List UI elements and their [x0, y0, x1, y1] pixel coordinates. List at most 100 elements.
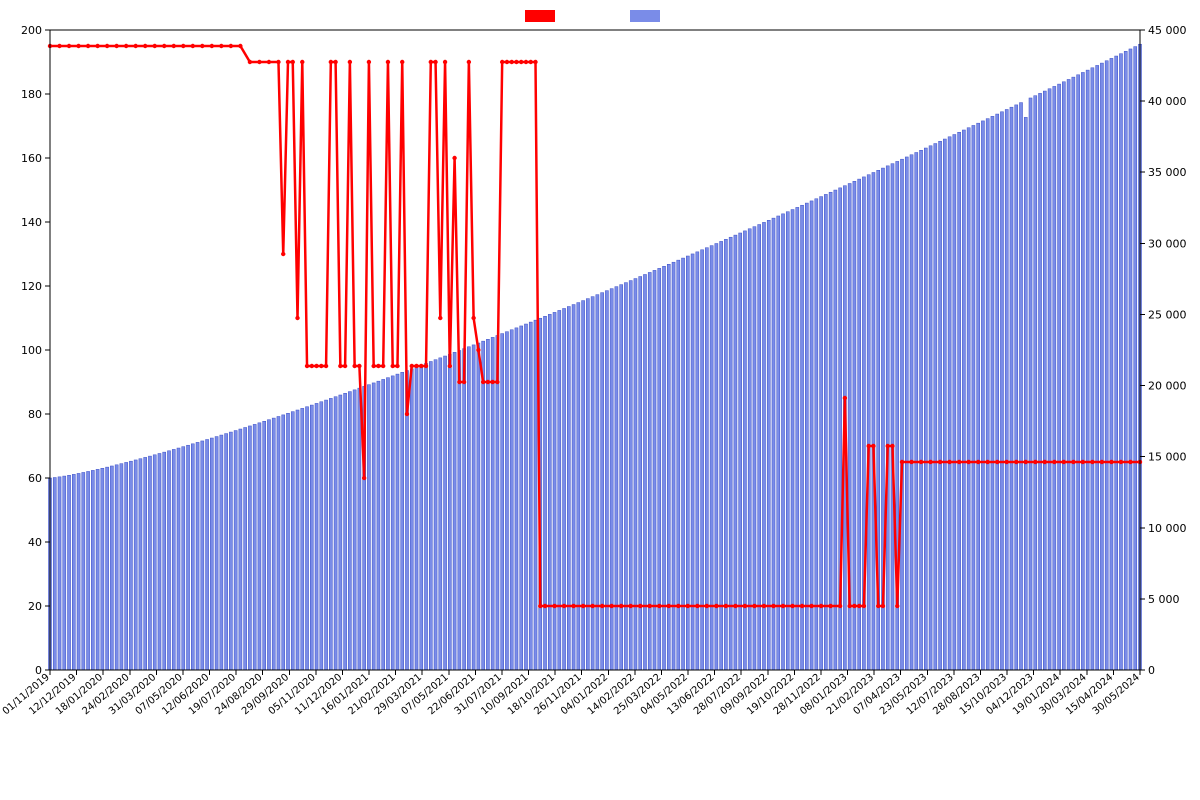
price-marker	[376, 364, 380, 368]
y-right-tick-label: 30 000	[1148, 237, 1187, 250]
price-marker	[510, 60, 514, 64]
price-marker	[505, 60, 509, 64]
price-marker	[995, 460, 999, 464]
bar	[853, 181, 856, 670]
bar	[672, 262, 675, 670]
bar	[967, 128, 970, 670]
y-right-tick-label: 35 000	[1148, 166, 1187, 179]
bar	[377, 381, 380, 670]
bar	[220, 435, 223, 670]
bar	[467, 347, 470, 670]
bar	[1091, 68, 1094, 670]
price-marker	[490, 380, 494, 384]
price-marker	[105, 44, 109, 48]
price-marker	[181, 44, 185, 48]
price-marker	[895, 604, 899, 608]
bar	[605, 291, 608, 670]
bar	[829, 192, 832, 670]
y-left-tick-label: 160	[21, 152, 42, 165]
price-marker	[433, 60, 437, 64]
bar	[596, 295, 599, 670]
bar	[762, 222, 765, 670]
price-marker	[1090, 460, 1094, 464]
bar	[448, 354, 451, 670]
y-right-tick-label: 20 000	[1148, 380, 1187, 393]
bar	[796, 207, 799, 670]
bar	[820, 197, 823, 670]
bar	[101, 468, 104, 670]
bar	[886, 166, 889, 670]
price-marker	[857, 604, 861, 608]
bar	[905, 157, 908, 670]
bar	[87, 471, 90, 670]
bar	[977, 123, 980, 670]
bar	[824, 194, 827, 670]
bar	[424, 363, 427, 670]
bar	[810, 201, 813, 670]
bar	[648, 272, 651, 670]
bar	[244, 427, 247, 670]
bar	[1105, 61, 1108, 670]
bar	[139, 459, 142, 670]
bar	[1019, 103, 1022, 670]
price-marker	[1109, 460, 1113, 464]
bar	[1010, 107, 1013, 670]
bar	[1005, 109, 1008, 670]
bar	[248, 426, 251, 670]
bar	[548, 314, 551, 670]
bar	[958, 132, 961, 670]
price-marker	[76, 44, 80, 48]
price-marker	[648, 604, 652, 608]
bar	[344, 393, 347, 670]
bar	[658, 268, 661, 670]
price-marker	[324, 364, 328, 368]
bar	[586, 299, 589, 670]
price-marker	[238, 44, 242, 48]
price-marker	[476, 348, 480, 352]
price-marker	[1014, 460, 1018, 464]
price-marker	[743, 604, 747, 608]
bar	[986, 119, 989, 670]
x-axis: 01/11/201912/12/201918/01/202024/02/2020…	[1, 670, 1142, 717]
bar	[924, 148, 927, 670]
bar	[163, 452, 166, 670]
legend-swatch-line	[525, 10, 555, 22]
bar	[53, 478, 56, 670]
bar	[543, 316, 546, 670]
bar	[801, 205, 804, 670]
bar	[1072, 77, 1075, 670]
bar	[1096, 65, 1099, 670]
bar	[186, 445, 189, 670]
price-marker	[371, 364, 375, 368]
bar	[63, 476, 66, 670]
price-marker	[847, 604, 851, 608]
bar	[753, 227, 756, 670]
bar	[477, 343, 480, 670]
bar	[891, 164, 894, 670]
bar	[524, 324, 527, 670]
price-marker	[305, 364, 309, 368]
price-marker	[538, 604, 542, 608]
price-marker	[809, 604, 813, 608]
bar	[158, 453, 161, 670]
bar	[662, 266, 665, 670]
bar	[401, 372, 404, 670]
bar	[1043, 91, 1046, 670]
bar	[305, 407, 308, 670]
bars-group	[48, 44, 1141, 670]
bar	[367, 385, 370, 670]
bar	[182, 447, 185, 670]
y-right-tick-label: 10 000	[1148, 522, 1187, 535]
price-marker	[291, 60, 295, 64]
bar	[610, 289, 613, 670]
bar	[234, 431, 237, 670]
price-marker	[267, 60, 271, 64]
bar	[582, 301, 585, 670]
price-marker	[1043, 460, 1047, 464]
bar	[291, 412, 294, 670]
bar	[396, 374, 399, 670]
y-right-tick-label: 25 000	[1148, 308, 1187, 321]
bar	[415, 367, 418, 670]
bar	[253, 424, 256, 670]
bar	[58, 477, 61, 670]
